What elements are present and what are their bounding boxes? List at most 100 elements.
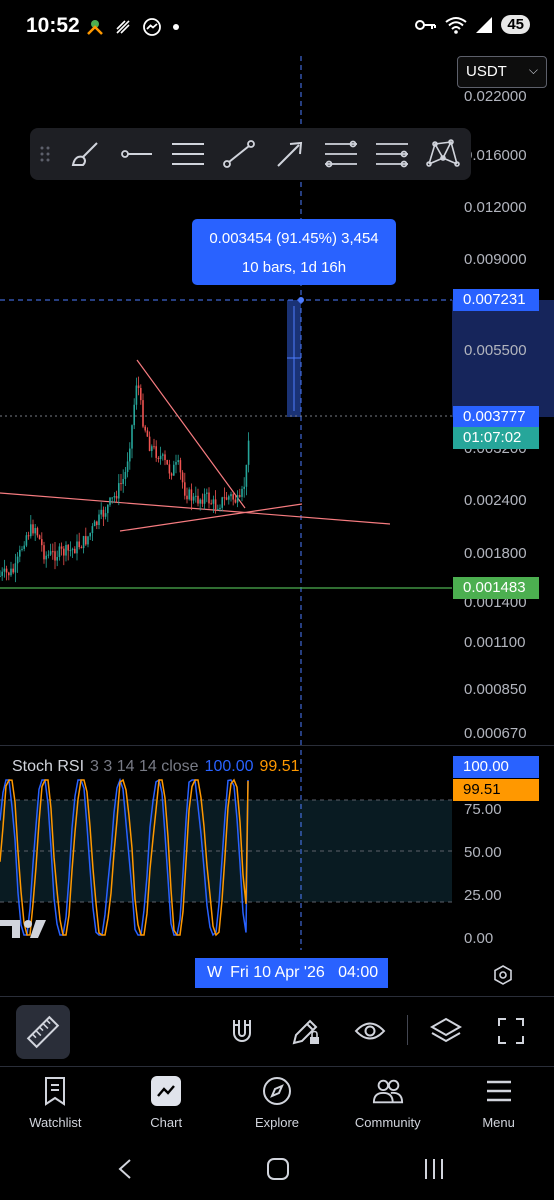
indicator-name: Stoch RSI	[12, 758, 85, 775]
parallel-lines-icon[interactable]	[162, 128, 213, 180]
candle-body	[170, 473, 173, 476]
candle-body	[162, 454, 164, 456]
watchlist-icon	[39, 1075, 71, 1107]
messenger-icon	[143, 18, 161, 36]
lock-drawings-button[interactable]	[288, 1013, 324, 1049]
nav-community[interactable]: Community	[332, 1067, 443, 1138]
measure-tooltip-line2: 10 bars, 1d 16h	[241, 259, 347, 276]
candle-body	[142, 400, 144, 427]
candle-body	[203, 493, 206, 504]
stoch-rsi-k-line	[0, 777, 249, 937]
candle-body	[164, 454, 166, 461]
candle-body	[107, 504, 109, 514]
candle-body	[243, 486, 245, 489]
price-axis-label: 0.009000	[464, 251, 527, 268]
ruler-button[interactable]	[16, 1005, 70, 1059]
horizontal-line-price-tag: 0.001483	[453, 577, 539, 599]
trend-line-icon[interactable]	[213, 128, 264, 180]
candle-body	[190, 489, 193, 501]
stoch-rsi-pane[interactable]	[0, 750, 554, 950]
candle-body	[60, 546, 63, 549]
candle-body	[87, 536, 89, 545]
candle-body	[217, 509, 219, 511]
rsi-d-tag: 99.51	[453, 779, 539, 801]
signal-icon	[476, 16, 493, 33]
candle-body	[184, 482, 186, 496]
candle-body	[1, 571, 3, 576]
chart-canvas[interactable]	[0, 56, 554, 746]
candle-body	[32, 524, 34, 534]
candle-body	[212, 499, 215, 504]
pattern-icon[interactable]	[417, 128, 468, 180]
candle-body	[41, 539, 43, 546]
nav-chart[interactable]: Chart	[111, 1067, 222, 1138]
magnet-icon	[233, 1020, 251, 1042]
candle-body	[27, 535, 30, 537]
visibility-button[interactable]	[352, 1013, 388, 1049]
crosshair-price-tag: 0.007231	[453, 289, 539, 311]
date-cursor-time: 04:00	[338, 964, 379, 981]
price-axis-label: 0.012000	[464, 199, 527, 216]
nav-watchlist-label: Watchlist	[29, 1115, 82, 1130]
candle-body	[19, 549, 21, 557]
notification-icons	[86, 17, 180, 37]
candle-body	[148, 436, 151, 451]
nav-explore[interactable]: Explore	[222, 1067, 333, 1138]
brush-icon[interactable]	[60, 128, 111, 180]
candle-body	[186, 495, 188, 500]
fib-extension-icon[interactable]	[366, 128, 417, 180]
candle-body	[102, 509, 105, 517]
horizontal-ray-icon[interactable]	[111, 128, 162, 180]
indicator-k-value: 100.00	[204, 758, 254, 775]
candle-body	[36, 528, 39, 536]
candle-body	[126, 461, 129, 472]
price-axis-label: 0.001100	[464, 634, 526, 651]
recents-icon[interactable]	[422, 1158, 446, 1180]
candle-body	[151, 446, 153, 451]
candle-body	[82, 536, 85, 549]
fib-retracement-icon[interactable]	[315, 128, 366, 180]
drag-handle-icon[interactable]	[30, 128, 60, 180]
fullscreen-button[interactable]	[493, 1013, 529, 1049]
candle-body	[96, 521, 98, 526]
candle-body	[230, 494, 232, 497]
candle-body	[52, 551, 54, 553]
candle-body	[153, 446, 155, 448]
pane-divider[interactable]	[0, 745, 554, 746]
candle-body	[43, 545, 45, 560]
magnet-button[interactable]	[224, 1013, 260, 1049]
nav-menu[interactable]: Menu	[443, 1067, 554, 1138]
nav-watchlist[interactable]: Watchlist	[0, 1067, 111, 1138]
candle-body	[247, 440, 250, 465]
candle-body	[175, 462, 177, 465]
home-icon[interactable]	[266, 1158, 290, 1180]
candle-body	[71, 548, 74, 551]
candle-body	[89, 533, 91, 537]
candle-body	[23, 545, 25, 549]
currency-select[interactable]: USDT ⌵	[457, 56, 547, 88]
app-notification-icon	[87, 20, 103, 35]
candle-body	[225, 497, 228, 500]
layers-button[interactable]	[428, 1013, 464, 1049]
bottom-nav: Watchlist Chart Explore Community Menu	[0, 1066, 554, 1138]
candle-body	[188, 489, 190, 500]
candle-body	[129, 448, 131, 462]
layers-icon	[430, 1017, 462, 1043]
drawing-toolbar[interactable]	[30, 128, 471, 180]
candle-body	[91, 526, 94, 534]
stoch-rsi-legend[interactable]: Stoch RSI 3 3 14 14 close 100.00 99.51	[12, 758, 300, 776]
candle-body	[3, 568, 6, 572]
arrow-icon[interactable]	[264, 128, 315, 180]
candle-body	[63, 548, 65, 556]
chevron-down-icon: ⌵	[528, 63, 538, 77]
trend-line-descending	[0, 492, 391, 525]
candle-body	[157, 457, 160, 460]
candle-body	[67, 544, 69, 551]
candle-body	[201, 499, 204, 504]
candle-body	[133, 404, 135, 426]
system-navigation	[0, 1138, 554, 1200]
chart-settings-icon[interactable]	[492, 964, 514, 986]
candle-body	[179, 460, 182, 473]
back-icon[interactable]	[114, 1158, 136, 1180]
trend-line-ascending	[119, 503, 303, 532]
